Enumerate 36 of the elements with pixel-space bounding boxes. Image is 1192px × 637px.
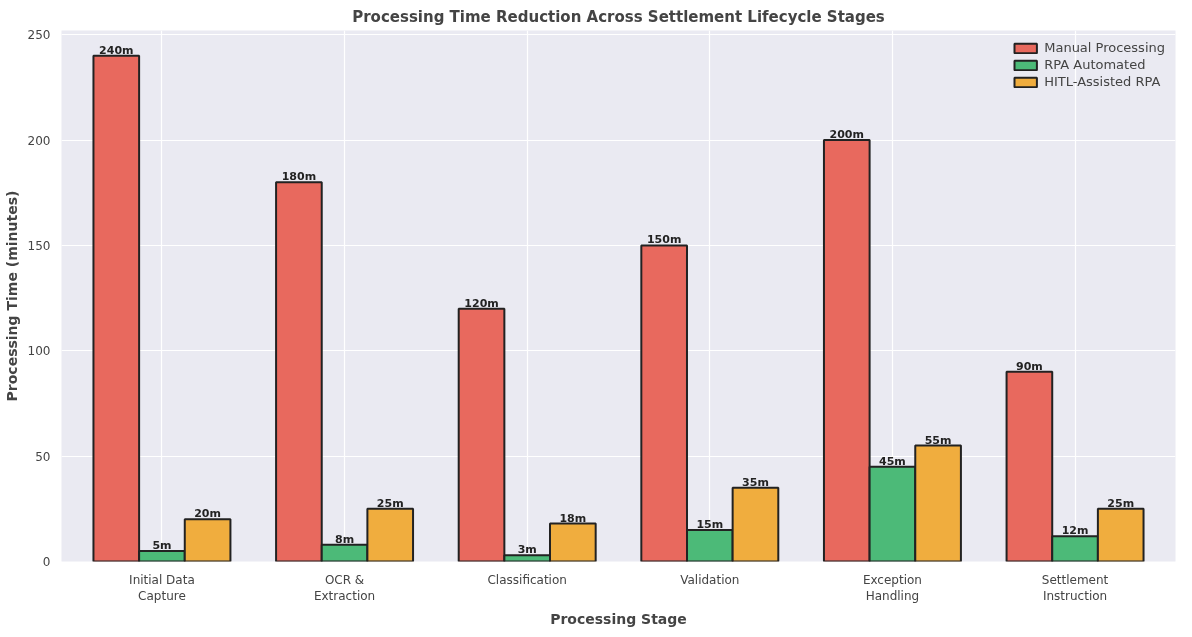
data-label: 18m xyxy=(559,511,587,525)
data-label: 3m xyxy=(517,543,537,557)
data-label: 200m xyxy=(829,128,864,142)
chart-title: Processing Time Reduction Across Settlement Lifecycle Stages xyxy=(352,7,885,26)
y-tick-label: 0 xyxy=(42,555,51,569)
legend-label: HITL-Assisted RPA xyxy=(1044,74,1161,89)
x-tick-label: Validation xyxy=(680,572,740,587)
x-axis-title: Processing Stage xyxy=(550,611,687,628)
data-label: 120m xyxy=(464,296,499,310)
data-label: 180m xyxy=(281,170,317,184)
y-tick-label: 150 xyxy=(27,238,51,253)
x-tick-label: OCR & Extraction xyxy=(313,572,376,604)
legend-label: RPA Automated xyxy=(1044,57,1146,72)
data-label: 90m xyxy=(1016,359,1043,373)
data-label: 5m xyxy=(152,538,172,552)
data-label: 25m xyxy=(1107,496,1135,510)
data-label: 8m xyxy=(335,532,355,546)
data-label: 240m xyxy=(99,43,134,57)
data-label: 55m xyxy=(924,433,952,447)
legend-label: Manual Processing xyxy=(1044,40,1165,55)
data-label: 25m xyxy=(376,496,404,510)
data-label: 35m xyxy=(742,475,769,489)
y-tick-label: 250 xyxy=(27,28,51,43)
y-tick-label: 50 xyxy=(35,449,51,464)
data-label: 150m xyxy=(646,233,682,247)
y-tick-label: 200 xyxy=(27,133,51,148)
y-tick-label: 100 xyxy=(27,344,51,359)
data-label: 45m xyxy=(879,454,906,468)
data-label: 12m xyxy=(1061,524,1089,538)
x-tick-label: Settlement Instruction xyxy=(1041,572,1109,604)
data-label: 15m xyxy=(696,517,724,531)
data-label: 20m xyxy=(194,507,221,521)
y-axis-title: Processing Time (minutes) xyxy=(3,190,20,402)
x-tick-label: Exception Handling xyxy=(862,572,922,604)
x-tick-label: Classification xyxy=(487,572,567,587)
x-tick-label: Initial Data Capture xyxy=(129,572,195,604)
